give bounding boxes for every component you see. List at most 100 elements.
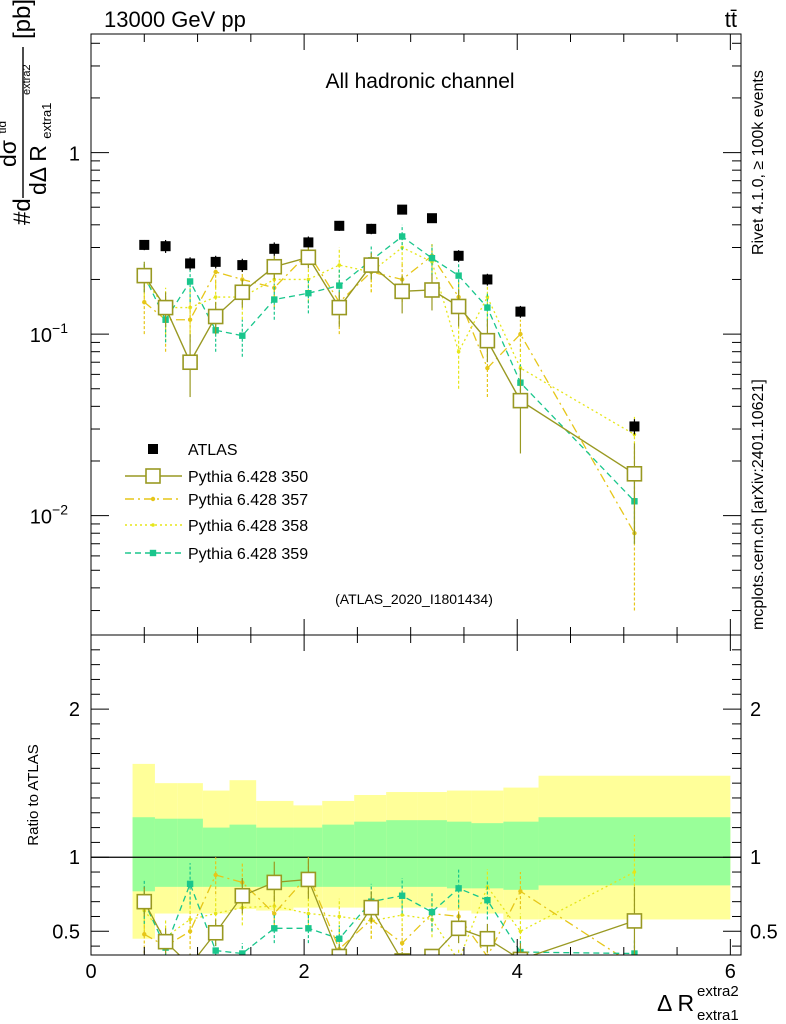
ratio-point-p359 — [212, 947, 219, 954]
data-point-atlas — [303, 237, 314, 248]
ylabel-den-sup: extra2 — [21, 64, 33, 95]
ratio-point-p357 — [187, 929, 193, 934]
ratio-point-p358 — [632, 870, 637, 874]
process-label: tt̄ — [725, 7, 737, 32]
ratio-point-p350 — [512, 951, 529, 955]
ratio-point-p357 — [213, 872, 218, 878]
source-label: mcplots.cern.ch [arXiv:2401.10621] — [750, 379, 767, 630]
ratio-band-inner — [354, 821, 387, 887]
ylabel-num-sup: tid — [0, 121, 9, 134]
ratio-point-p359 — [428, 908, 436, 916]
legend-entry-atlas: ATLAS — [148, 442, 238, 459]
ratio-y-tick-label-right: 0.5 — [750, 921, 778, 943]
legend-marker-p350 — [145, 468, 161, 484]
data-point-p350 — [479, 332, 496, 349]
x-tick-label: 6 — [725, 961, 736, 983]
data-point-p350 — [266, 258, 283, 275]
data-point-atlas — [139, 239, 150, 250]
ratio-y-tick-label-right: 1 — [750, 847, 761, 869]
data-point-p350 — [136, 267, 153, 284]
data-point-p350 — [424, 282, 440, 298]
data-point-atlas — [482, 274, 493, 285]
x-axis-label: Δ R extra2 extra1 — [657, 983, 739, 1024]
ratio-plot-panel: 0.5 0.5 1 1 2 2 0 2 4 6 Ratio to ATLAS Δ R extra2… — [25, 634, 778, 1024]
ratio-point-p359 — [305, 925, 312, 932]
ratio-point-p359 — [455, 885, 462, 892]
legend-entry-p357: Pythia 6.428 357 — [125, 492, 308, 509]
plot-title: All hadronic channel — [325, 70, 514, 93]
legend-label-p359: Pythia 6.428 359 — [188, 546, 308, 563]
data-point-p359 — [428, 254, 436, 262]
data-point-p350 — [234, 284, 251, 301]
legend: ATLAS Pythia 6.428 350 Pythia 6.428 357 Pyt… — [125, 442, 308, 563]
legend-marker-atlas — [148, 444, 158, 454]
data-point-p359 — [305, 290, 312, 297]
ratio-point-p359 — [398, 892, 406, 899]
ratio-band-inner — [154, 818, 178, 887]
ratio-point-p357 — [399, 940, 405, 946]
data-point-p358 — [188, 305, 192, 310]
ratio-point-p350 — [207, 924, 224, 941]
x-tick-label: 4 — [512, 961, 523, 983]
data-point-p359 — [271, 296, 278, 303]
xlabel-sup: extra2 — [697, 983, 739, 1000]
data-point-p359 — [455, 272, 462, 279]
legend-label-p358: Pythia 6.428 358 — [188, 518, 308, 535]
ratio-band-inner — [417, 820, 447, 887]
ylabel-prefix: #d — [9, 198, 36, 225]
legend-label-atlas: ATLAS — [188, 442, 238, 459]
ratio-y-tick-label: 0.5 — [52, 921, 80, 943]
ratio-point-p359 — [186, 880, 194, 888]
ratio-point-p357 — [142, 932, 147, 937]
ratio-point-p357 — [632, 963, 636, 967]
legend-entry-p358: Pythia 6.428 358 — [125, 518, 308, 535]
data-point-atlas — [334, 220, 345, 231]
ratio-tick-labels: 0.5 0.5 1 1 2 2 0 2 4 6 — [52, 699, 778, 983]
analysis-id: (ATLAS_2020_I1801434) — [335, 591, 493, 607]
main-y-tick-label: 1 — [69, 144, 80, 166]
data-point-atlas — [185, 258, 196, 269]
ratio-point-p358 — [400, 913, 404, 917]
data-point-p357 — [213, 269, 218, 275]
ratio-axis-ticks — [90, 634, 741, 955]
data-point-atlas — [210, 256, 221, 267]
ratio-point-p358 — [337, 914, 342, 919]
data-point-p358 — [485, 295, 490, 299]
ratio-point-p359 — [239, 950, 246, 955]
ratio-point-p358 — [188, 917, 192, 922]
ratio-point-p358 — [213, 911, 218, 916]
data-point-p359 — [484, 304, 491, 311]
data-point-p358 — [456, 349, 461, 354]
main-axis-ticks — [90, 34, 741, 635]
ratio-band-inner — [503, 821, 539, 890]
main-y-axis-label: #d dσ tid dΔ R extra1 extra2 [pb] — [0, 0, 56, 225]
ratio-point-p357 — [518, 889, 523, 894]
legend-label-p350: Pythia 6.428 350 — [188, 469, 308, 486]
legend-entry-p350: Pythia 6.428 350 — [125, 468, 308, 486]
data-point-atlas — [237, 260, 248, 271]
main-y-tick-label: 10−1 — [30, 320, 68, 347]
ratio-band-inner — [386, 820, 418, 887]
main-y-tick-label: 10−2 — [30, 502, 68, 529]
data-point-atlas — [397, 204, 408, 215]
data-point-p359 — [239, 332, 246, 339]
xlabel-sub: extra1 — [697, 1007, 739, 1024]
ratio-point-p359 — [271, 925, 278, 932]
ratio-point-p350 — [363, 899, 380, 916]
legend-marker-p359 — [149, 549, 157, 557]
ylabel-denominator: dΔ R extra1 extra2 — [21, 64, 56, 195]
ylabel-unit: [pb] — [9, 0, 36, 39]
ratio-point-p358 — [518, 929, 523, 934]
data-point-p350 — [626, 465, 643, 482]
ratio-point-p359 — [484, 896, 491, 904]
ratio-point-p350 — [626, 913, 643, 929]
ratio-y-axis-label: Ratio to ATLAS — [25, 744, 42, 845]
ylabel-den-sub: extra1 — [39, 103, 54, 139]
series-p358 — [142, 233, 637, 470]
x-tick-label: 2 — [299, 961, 310, 983]
ratio-point-p358 — [306, 911, 311, 916]
data-point-atlas — [366, 223, 377, 234]
data-point-p359 — [398, 233, 406, 240]
data-point-p350 — [207, 308, 224, 325]
